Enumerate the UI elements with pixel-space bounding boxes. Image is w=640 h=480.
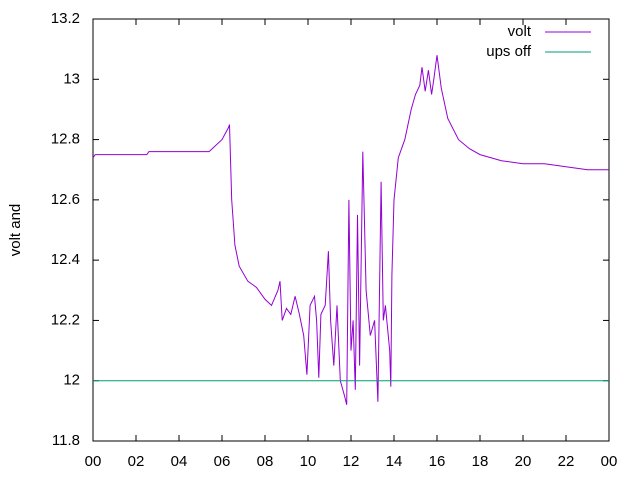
x-tick-label: 12 [343,453,360,470]
x-tick-label: 18 [472,453,489,470]
y-tick-label: 12.4 [51,251,80,268]
y-axis-label: volt and [7,204,24,257]
legend-label: volt [508,23,532,40]
x-tick-label: 04 [171,453,188,470]
x-tick-label: 22 [558,453,575,470]
y-tick-label: 12.8 [51,131,80,148]
x-tick-label: 08 [257,453,274,470]
x-tick-label: 16 [429,453,446,470]
y-tick-label: 13 [63,70,80,87]
x-tick-label: 00 [85,453,102,470]
x-tick-label: 14 [386,453,403,470]
y-tick-label: 11.8 [52,432,80,449]
x-tick-label: 20 [515,453,532,470]
y-tick-label: 12.2 [51,311,80,328]
x-tick-label: 02 [128,453,145,470]
y-tick-label: 12 [63,372,80,389]
plot-border [92,18,610,442]
y-tick-label: 13.2 [51,10,80,27]
series-line [92,55,609,405]
x-tick-label: 06 [214,453,231,470]
x-tick-label: 10 [300,453,317,470]
x-tick-label: 00 [601,453,618,470]
legend-label: ups off [486,43,532,60]
y-tick-label: 12.6 [51,191,80,208]
